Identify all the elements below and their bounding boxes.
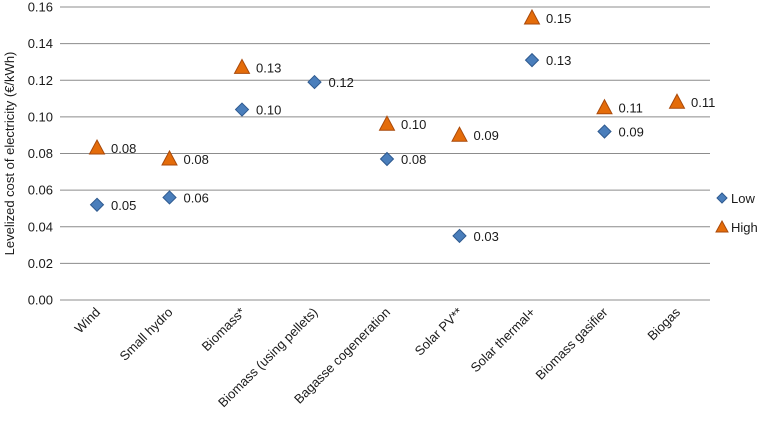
x-category-label: Solar thermal+ bbox=[467, 305, 538, 376]
x-category-label: Biomass* bbox=[199, 305, 248, 354]
y-tick-label: 0.04 bbox=[28, 219, 53, 234]
x-category-label: Biogas bbox=[644, 304, 683, 343]
legend-label-high: High bbox=[731, 220, 758, 235]
data-label-high: 0.10 bbox=[401, 117, 426, 132]
legend-marker-low bbox=[716, 192, 728, 204]
data-label-high: 0.08 bbox=[111, 141, 136, 156]
y-tick-label: 0.00 bbox=[28, 293, 53, 308]
point-high bbox=[523, 8, 541, 25]
point-low bbox=[307, 74, 322, 90]
point-high bbox=[233, 58, 251, 74]
data-label-low: 0.09 bbox=[619, 125, 644, 140]
data-label-high: 0.08 bbox=[184, 152, 209, 167]
x-axis-categories: Wind Small hydro Biomass*Biomass (using pe… bbox=[72, 304, 684, 410]
point-low bbox=[524, 52, 540, 68]
data-label-low: 0.06 bbox=[184, 190, 209, 205]
x-category-label: Solar PV** bbox=[412, 305, 466, 359]
point-high bbox=[451, 126, 468, 142]
point-high bbox=[596, 98, 613, 115]
data-label-low: 0.12 bbox=[329, 75, 354, 90]
data-label-high: 0.11 bbox=[691, 95, 715, 110]
data-label-high: 0.15 bbox=[546, 11, 571, 26]
y-tick-label: 0.08 bbox=[28, 146, 53, 161]
data-label-high: 0.13 bbox=[256, 60, 281, 75]
legend-marker-high bbox=[715, 219, 729, 233]
data-points: 0.05 0.06 0.10 0.12 0.08 0.03 0.13 0.09 0.08 0.08… bbox=[88, 8, 715, 244]
legend-label-low: Low bbox=[731, 191, 755, 206]
data-label-low: 0.05 bbox=[111, 198, 136, 213]
point-low bbox=[162, 190, 177, 205]
point-high bbox=[378, 115, 396, 131]
y-tick-label: 0.12 bbox=[28, 73, 53, 88]
y-tick-label: 0.16 bbox=[28, 0, 53, 15]
point-low bbox=[597, 124, 612, 139]
gridlines bbox=[60, 6, 710, 301]
point-high bbox=[161, 149, 178, 166]
y-tick-label: 0.10 bbox=[28, 109, 53, 124]
data-label-high: 0.09 bbox=[474, 128, 499, 143]
point-low bbox=[89, 197, 105, 212]
data-label-low: 0.13 bbox=[546, 53, 571, 68]
point-high bbox=[668, 93, 686, 109]
data-label-high: 0.11 bbox=[619, 101, 643, 116]
y-tick-label: 0.06 bbox=[28, 183, 53, 198]
point-low bbox=[379, 151, 395, 167]
y-tick-label: 0.14 bbox=[28, 36, 53, 51]
point-high bbox=[88, 138, 106, 155]
data-label-low: 0.10 bbox=[256, 103, 281, 118]
x-category-label: Small hydro bbox=[116, 305, 175, 364]
data-label-low: 0.08 bbox=[401, 152, 426, 167]
y-axis-label: Levelized cost of electricity (€/kWh) bbox=[2, 52, 17, 256]
x-category-label: Biomass gasifier bbox=[533, 304, 612, 383]
legend: Low High bbox=[715, 191, 758, 235]
point-low bbox=[234, 102, 250, 117]
x-category-label: Wind bbox=[72, 305, 104, 337]
point-low bbox=[452, 228, 467, 244]
data-label-low: 0.03 bbox=[474, 229, 499, 244]
y-tick-label: 0.02 bbox=[28, 256, 53, 271]
y-axis-ticks: 0.00 0.02 0.04 0.06 0.08 0.10 0.12 0.14 0.16 bbox=[28, 0, 53, 308]
